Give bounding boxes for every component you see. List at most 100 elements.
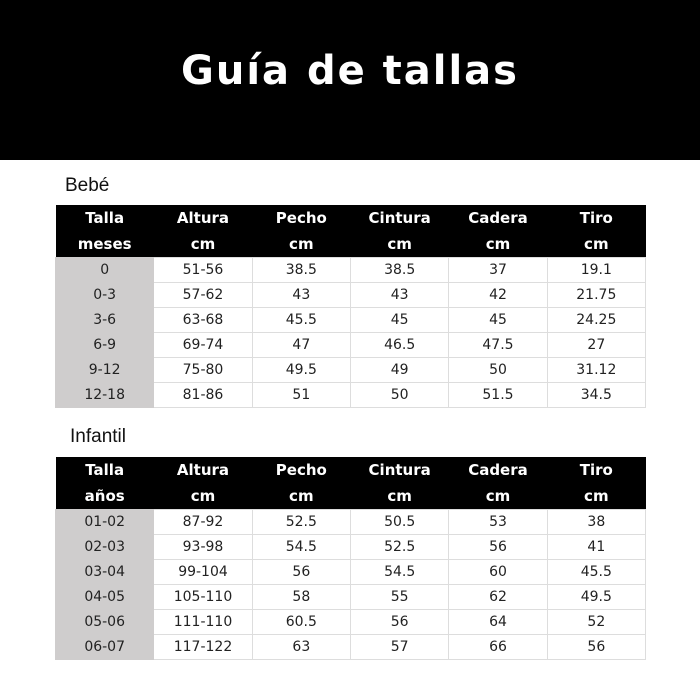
column-header: Altura — [153, 457, 253, 483]
column-header: Pecho — [252, 457, 351, 483]
measure-cell: 45.5 — [546, 559, 647, 585]
column-header: cm — [350, 231, 449, 258]
header-banner: Guía de tallas — [0, 0, 700, 160]
table-row: 02-03 93-98 54.5 52.5 56 41 — [54, 534, 647, 560]
column-header: meses — [55, 231, 154, 258]
size-table-infantil: Talla Altura Pecho Cintura Cadera Tiro años cm c… — [54, 457, 647, 660]
size-table-bebe: Talla Altura Pecho Cintura Cadera Tiro meses cm… — [54, 205, 647, 408]
table-row: 6-9 69-74 47 46.5 47.5 27 — [54, 332, 647, 358]
table-row: 06-07 117-122 63 57 66 56 — [54, 634, 647, 660]
measure-cell: 117-122 — [153, 634, 253, 660]
column-header: cm — [153, 483, 253, 510]
measure-cell: 66 — [448, 634, 548, 660]
column-header: Cintura — [350, 457, 449, 483]
measure-cell: 111-110 — [153, 609, 253, 635]
measure-cell: 57-62 — [153, 282, 253, 308]
measure-cell: 58 — [251, 584, 351, 610]
measure-cell: 45 — [349, 307, 450, 333]
measure-cell: 51.5 — [448, 382, 548, 408]
measure-cell: 56 — [349, 609, 450, 635]
measure-cell: 43 — [251, 282, 351, 308]
column-header: cm — [448, 231, 548, 258]
measure-cell: 24.25 — [546, 307, 647, 333]
measure-cell: 37 — [448, 257, 548, 283]
measure-cell: 50.5 — [349, 509, 450, 535]
measure-cell: 56 — [448, 534, 548, 560]
size-cell: 01-02 — [54, 509, 155, 535]
column-header: Cadera — [448, 457, 548, 483]
measure-cell: 51-56 — [153, 257, 253, 283]
measure-cell: 60.5 — [251, 609, 351, 635]
measure-cell: 51 — [251, 382, 351, 408]
measure-cell: 57 — [349, 634, 450, 660]
table-row: 9-12 75-80 49.5 49 50 31.12 — [54, 357, 647, 383]
column-header: cm — [252, 483, 351, 510]
column-header: cm — [153, 231, 253, 258]
measure-cell: 49.5 — [251, 357, 351, 383]
measure-cell: 81-86 — [153, 382, 253, 408]
measure-cell: 38.5 — [349, 257, 450, 283]
column-header: cm — [547, 231, 646, 258]
measure-cell: 38.5 — [251, 257, 351, 283]
measure-cell: 45 — [448, 307, 548, 333]
measure-cell: 56 — [546, 634, 647, 660]
section-label-infantil: Infantil — [70, 426, 126, 447]
page-title: Guía de tallas — [181, 48, 519, 94]
measure-cell: 54.5 — [251, 534, 351, 560]
measure-cell: 64 — [448, 609, 548, 635]
header-row: Talla Altura Pecho Cintura Cadera Tiro — [55, 205, 646, 231]
header-row: Talla Altura Pecho Cintura Cadera Tiro — [55, 457, 646, 483]
size-cell: 3-6 — [54, 307, 155, 333]
column-header: Tiro — [547, 205, 646, 231]
measure-cell: 27 — [546, 332, 647, 358]
measure-cell: 49 — [349, 357, 450, 383]
measure-cell: 52.5 — [251, 509, 351, 535]
column-header: cm — [448, 483, 548, 510]
size-cell: 05-06 — [54, 609, 155, 635]
measure-cell: 31.12 — [546, 357, 647, 383]
column-header: Pecho — [252, 205, 351, 231]
measure-cell: 63-68 — [153, 307, 253, 333]
measure-cell: 50 — [349, 382, 450, 408]
measure-cell: 19.1 — [546, 257, 647, 283]
column-header: años — [55, 483, 154, 510]
column-header: cm — [252, 231, 351, 258]
measure-cell: 49.5 — [546, 584, 647, 610]
column-header: Cadera — [448, 205, 548, 231]
measure-cell: 56 — [251, 559, 351, 585]
measure-cell: 41 — [546, 534, 647, 560]
measure-cell: 45.5 — [251, 307, 351, 333]
measure-cell: 34.5 — [546, 382, 647, 408]
measure-cell: 38 — [546, 509, 647, 535]
measure-cell: 53 — [448, 509, 548, 535]
measure-cell: 63 — [251, 634, 351, 660]
table-row: 0-3 57-62 43 43 42 21.75 — [54, 282, 647, 308]
section-label-bebe: Bebé — [65, 175, 110, 196]
column-header: cm — [350, 483, 449, 510]
table-row: 12-18 81-86 51 50 51.5 34.5 — [54, 382, 647, 408]
measure-cell: 21.75 — [546, 282, 647, 308]
measure-cell: 60 — [448, 559, 548, 585]
table-row: 05-06 111-110 60.5 56 64 52 — [54, 609, 647, 635]
measure-cell: 62 — [448, 584, 548, 610]
measure-cell: 42 — [448, 282, 548, 308]
size-cell: 06-07 — [54, 634, 155, 660]
measure-cell: 93-98 — [153, 534, 253, 560]
measure-cell: 75-80 — [153, 357, 253, 383]
measure-cell: 47 — [251, 332, 351, 358]
measure-cell: 99-104 — [153, 559, 253, 585]
column-header: Tiro — [547, 457, 646, 483]
size-cell: 9-12 — [54, 357, 155, 383]
measure-cell: 69-74 — [153, 332, 253, 358]
column-header: Altura — [153, 205, 253, 231]
size-cell: 0 — [54, 257, 155, 283]
size-cell: 6-9 — [54, 332, 155, 358]
size-cell: 02-03 — [54, 534, 155, 560]
header-row: meses cm cm cm cm cm — [55, 231, 646, 258]
measure-cell: 87-92 — [153, 509, 253, 535]
measure-cell: 52 — [546, 609, 647, 635]
measure-cell: 43 — [349, 282, 450, 308]
table-row: 04-05 105-110 58 55 62 49.5 — [54, 584, 647, 610]
measure-cell: 50 — [448, 357, 548, 383]
measure-cell: 52.5 — [349, 534, 450, 560]
